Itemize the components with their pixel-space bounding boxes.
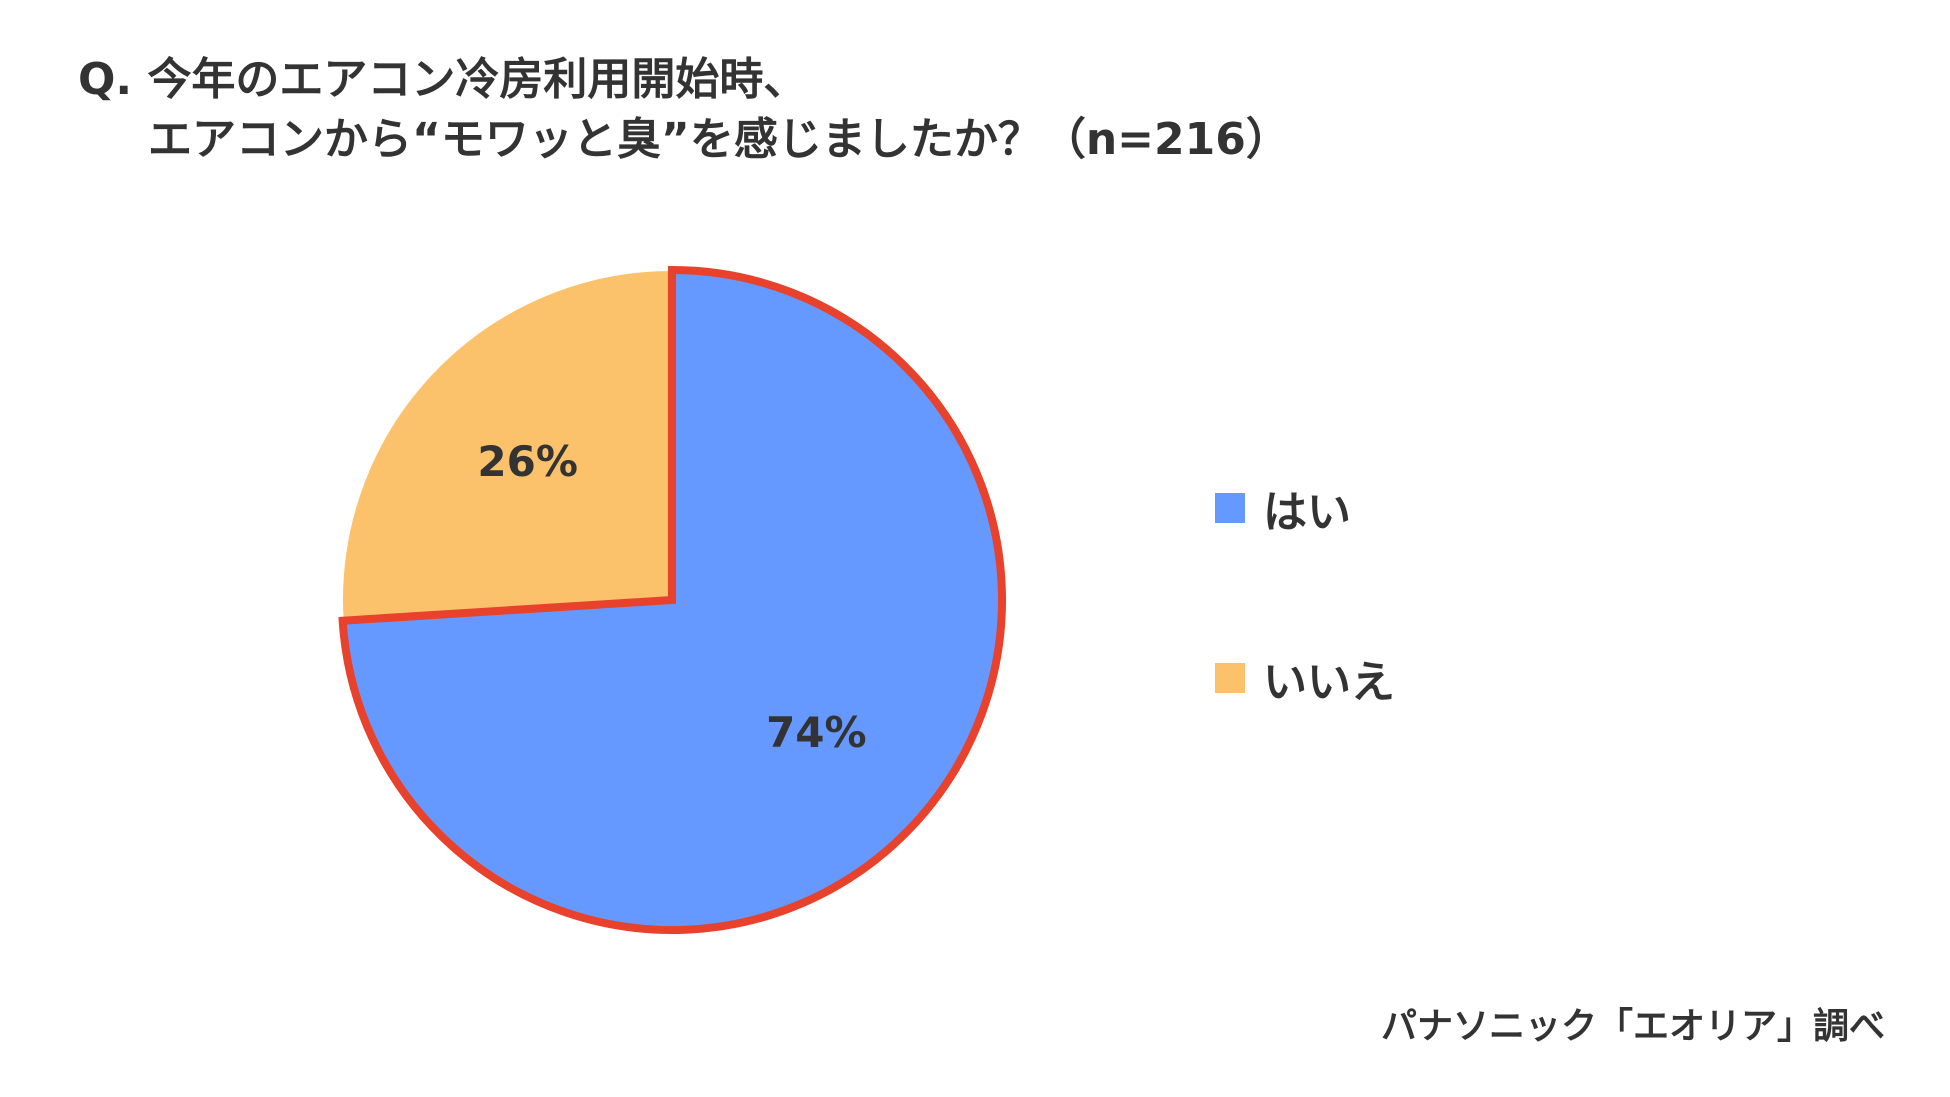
legend-swatch-yes	[1215, 493, 1245, 523]
slice-yes	[338, 265, 1006, 934]
title-line-1: Q. 今年のエアコン冷房利用開始時、	[78, 54, 808, 105]
slice-label-no: 26%	[477, 437, 578, 486]
chart-legend: はい いいえ	[1215, 478, 1395, 818]
legend-item-no: いいえ	[1215, 648, 1395, 708]
title-line-2: エアコンから“モワッと臭”を感じましたか？（n=216）	[148, 114, 1290, 165]
legend-label-yes: はい	[1263, 487, 1351, 538]
legend-label-no: いいえ	[1263, 657, 1395, 708]
chart-title: Q. 今年のエアコン冷房利用開始時、 エアコンから“モワッと臭”を感じましたか？…	[78, 50, 1290, 170]
legend-item-yes: はい	[1215, 478, 1395, 538]
legend-swatch-no	[1215, 663, 1245, 693]
source-note: パナソニック「エオリア」調べ	[1380, 1006, 1885, 1047]
slice-label-yes: 74%	[766, 708, 867, 757]
slice-no	[341, 268, 673, 622]
